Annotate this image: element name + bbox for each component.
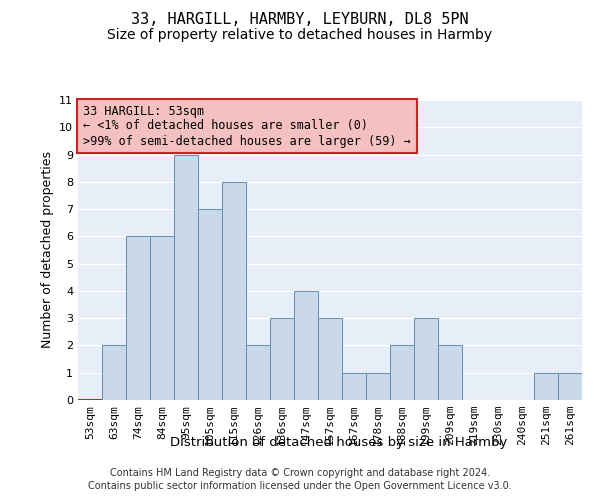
Bar: [222, 182, 246, 400]
Bar: [294, 291, 318, 400]
Bar: [270, 318, 294, 400]
Bar: [318, 318, 342, 400]
Text: 33 HARGILL: 53sqm
← <1% of detached houses are smaller (0)
>99% of semi-detached: 33 HARGILL: 53sqm ← <1% of detached hous…: [83, 104, 411, 148]
Bar: [174, 154, 198, 400]
Bar: [558, 372, 582, 400]
Text: Contains HM Land Registry data © Crown copyright and database right 2024.: Contains HM Land Registry data © Crown c…: [110, 468, 490, 477]
Bar: [534, 372, 558, 400]
Text: 33, HARGILL, HARMBY, LEYBURN, DL8 5PN: 33, HARGILL, HARMBY, LEYBURN, DL8 5PN: [131, 12, 469, 28]
Bar: [390, 346, 414, 400]
Bar: [414, 318, 438, 400]
Bar: [126, 236, 150, 400]
Bar: [198, 209, 222, 400]
Text: Size of property relative to detached houses in Harmby: Size of property relative to detached ho…: [107, 28, 493, 42]
Y-axis label: Number of detached properties: Number of detached properties: [41, 152, 53, 348]
Text: Contains public sector information licensed under the Open Government Licence v3: Contains public sector information licen…: [88, 481, 512, 491]
Bar: [150, 236, 174, 400]
Text: Distribution of detached houses by size in Harmby: Distribution of detached houses by size …: [170, 436, 508, 449]
Bar: [438, 346, 462, 400]
Bar: [102, 346, 126, 400]
Bar: [342, 372, 366, 400]
Bar: [246, 346, 270, 400]
Bar: [366, 372, 390, 400]
